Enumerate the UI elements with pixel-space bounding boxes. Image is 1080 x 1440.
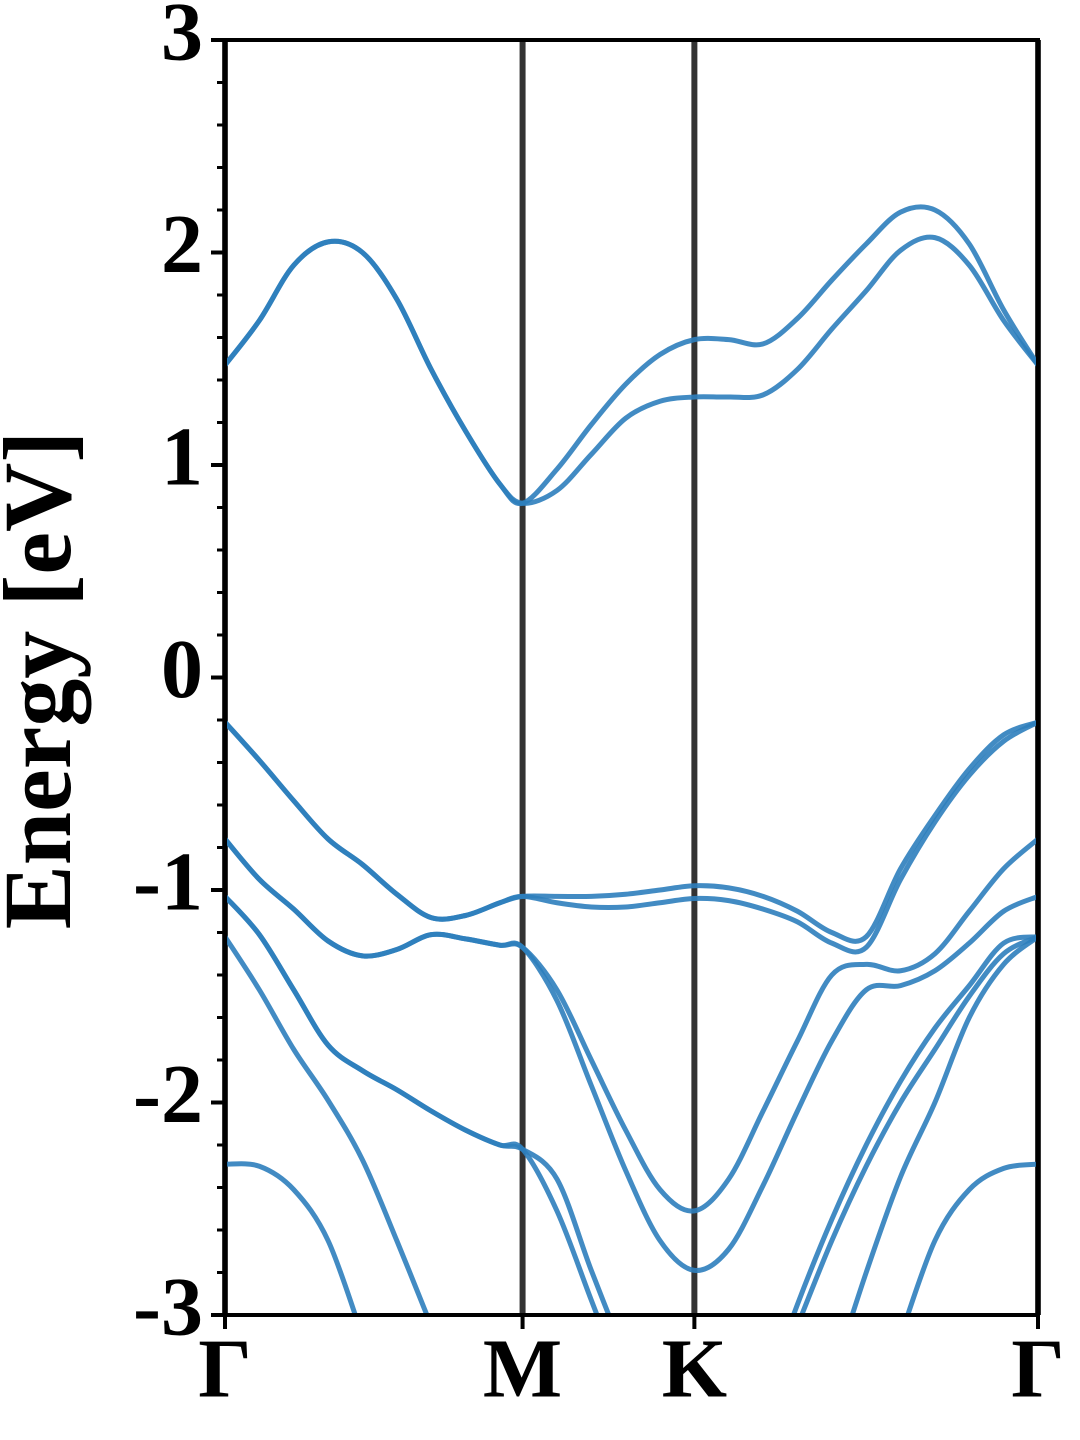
- band-line: [225, 934, 1038, 1315]
- band-line: [225, 204, 1038, 507]
- x-tick-label: Γ: [1011, 1322, 1064, 1415]
- band-line: [225, 1161, 1038, 1315]
- band-layer: [225, 204, 1038, 1315]
- y-tick-label: 2: [161, 198, 203, 291]
- tick-layer: -3 -2 -1 0 1 2 3 Γ M K Γ: [133, 0, 1065, 1415]
- plot-frame: [223, 38, 1040, 1317]
- x-tick-label: K: [662, 1322, 727, 1415]
- band-line: [225, 836, 1038, 1273]
- y-tick-label: -1: [133, 835, 203, 928]
- y-axis-label: Energy [eV]: [0, 431, 91, 930]
- band-line: [225, 719, 1038, 955]
- y-tick-label: -2: [133, 1048, 203, 1141]
- y-tick-label: 3: [161, 0, 203, 78]
- band-line: [225, 893, 1038, 1315]
- y-tick-label: -3: [133, 1260, 203, 1353]
- band-line: [225, 234, 1038, 506]
- x-tick-label: M: [483, 1322, 562, 1415]
- x-tick-label: Γ: [198, 1322, 251, 1415]
- y-tick-label: 0: [161, 623, 203, 716]
- grid-layer: [222, 40, 1041, 1315]
- y-tick-label: 1: [161, 410, 203, 503]
